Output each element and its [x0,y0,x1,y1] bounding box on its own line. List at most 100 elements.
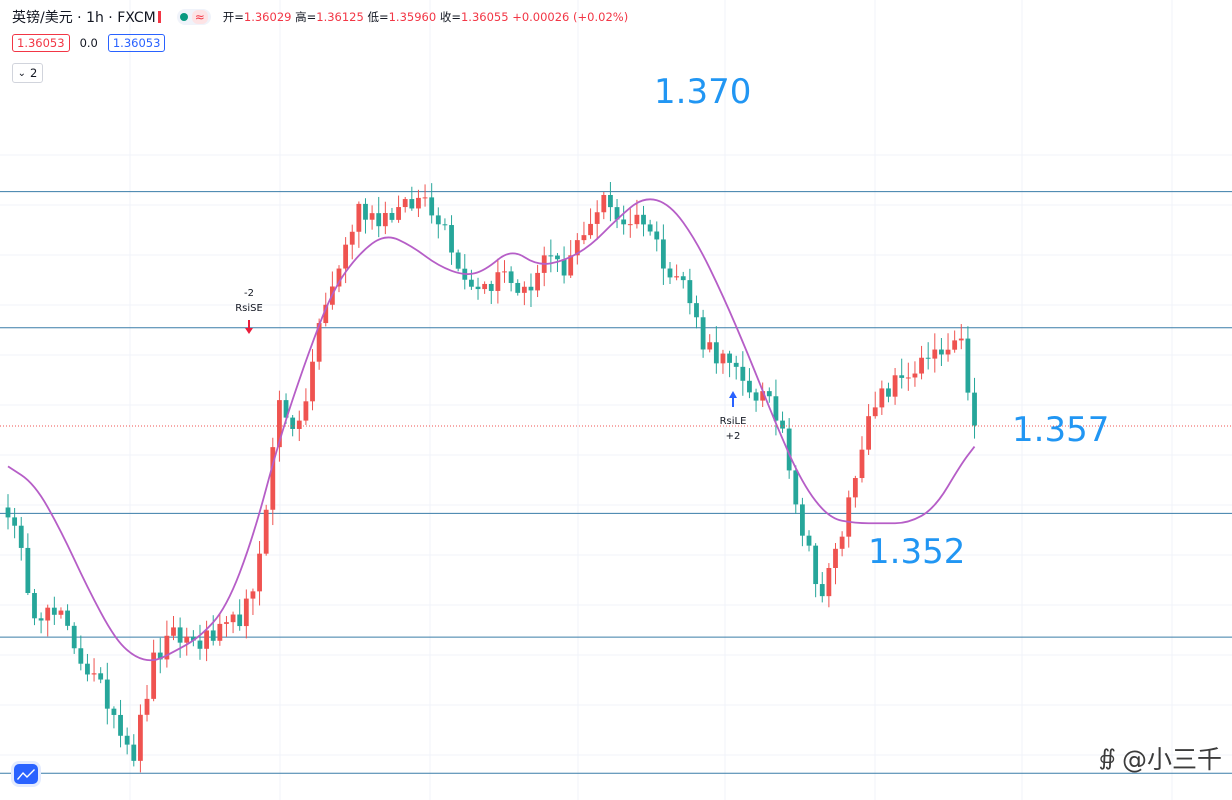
candle-body[interactable] [561,259,567,276]
candle-body[interactable] [177,627,183,643]
candle-body[interactable] [899,375,905,378]
candle-body[interactable] [713,342,719,364]
candle-body[interactable] [773,396,779,421]
candle-body[interactable] [568,255,574,276]
candle-body[interactable] [727,353,732,363]
candle-body[interactable] [753,392,759,401]
candle-body[interactable] [588,223,593,236]
candle-body[interactable] [402,199,408,208]
candle-body[interactable] [376,213,382,227]
candle-body[interactable] [747,380,752,393]
candle-body[interactable] [336,268,342,287]
candle-body[interactable] [442,224,448,226]
candle-body[interactable] [144,698,150,715]
candle-body[interactable] [296,420,302,429]
candle-body[interactable] [416,197,421,209]
candle-body[interactable] [257,553,262,592]
candle-body[interactable] [429,197,435,216]
candle-body[interactable] [800,504,805,536]
candle-body[interactable] [78,648,84,664]
candle-body[interactable] [369,213,375,220]
candle-body[interactable] [945,349,951,355]
candle-body[interactable] [310,361,315,402]
candle-body[interactable] [852,478,858,498]
candle-body[interactable] [230,614,236,623]
candle-body[interactable] [793,470,799,505]
candle-body[interactable] [184,636,190,643]
candle-body[interactable] [919,357,924,374]
candle-body[interactable] [819,584,825,597]
candle-body[interactable] [409,199,415,209]
candle-body[interactable] [905,377,911,379]
candle-body[interactable] [912,373,918,378]
candle-body[interactable] [733,362,739,367]
candle-body[interactable] [323,304,329,324]
candle-body[interactable] [25,547,31,593]
candle-body[interactable] [363,203,368,220]
candle-body[interactable] [171,627,176,636]
candle-body[interactable] [806,535,812,546]
candle-body[interactable] [859,449,865,479]
candle-body[interactable] [469,279,474,287]
candle-body[interactable] [45,607,51,621]
candle-body[interactable] [270,447,276,510]
candle-body[interactable] [495,272,501,291]
candle-body[interactable] [482,283,488,290]
candle-body[interactable] [660,239,666,269]
candle-body[interactable] [687,280,693,304]
candle-body[interactable] [131,744,137,761]
buy-price-button[interactable]: 1.36053 [107,34,166,52]
candle-body[interactable] [190,636,196,641]
candle-body[interactable] [343,244,349,269]
candle-body[interactable] [833,548,838,568]
candle-body[interactable] [521,286,527,293]
candle-body[interactable] [720,353,726,364]
candle-body[interactable] [389,212,395,220]
candle-body[interactable] [826,567,832,597]
candle-body[interactable] [813,545,819,585]
candle-body[interactable] [111,708,117,715]
candle-body[interactable] [237,614,243,627]
candle-body[interactable] [879,388,885,408]
candle-body[interactable] [965,338,971,393]
candle-body[interactable] [574,240,580,256]
candle-body[interactable] [224,622,229,624]
candle-body[interactable] [654,231,660,240]
candle-body[interactable] [396,207,401,220]
candle-body[interactable] [508,271,514,283]
candle-body[interactable] [243,598,249,627]
candle-body[interactable] [872,407,878,417]
candle-body[interactable] [608,195,613,208]
candle-body[interactable] [124,735,130,745]
candle-body[interactable] [839,536,845,549]
candle-body[interactable] [886,388,891,397]
candle-body[interactable] [197,640,203,649]
symbol-title[interactable]: 英镑/美元 · 1h · FXCM [12,10,156,26]
candle-body[interactable] [621,219,627,225]
candle-body[interactable] [475,286,481,290]
candle-body[interactable] [555,255,560,260]
candle-body[interactable] [18,525,24,548]
candle-body[interactable] [422,197,428,199]
candle-body[interactable] [71,625,77,649]
candle-body[interactable] [594,212,600,224]
candle-body[interactable] [356,203,362,232]
candle-body[interactable] [694,303,699,318]
candle-body[interactable] [786,428,792,471]
candle-body[interactable] [455,252,461,269]
candle-body[interactable] [614,207,620,220]
candle-body[interactable] [488,283,494,291]
candle-body[interactable] [707,342,713,350]
candle-body[interactable] [250,591,256,599]
candle-body[interactable] [846,497,852,537]
candle-body[interactable] [118,714,123,736]
candle-body[interactable] [601,195,607,213]
candle-body[interactable] [958,338,964,341]
candle-body[interactable] [647,224,653,232]
candle-body[interactable] [502,271,507,273]
candle-body[interactable] [290,417,296,429]
candle-body[interactable] [303,401,309,421]
candle-body[interactable] [38,618,44,621]
candle-body[interactable] [85,663,90,675]
